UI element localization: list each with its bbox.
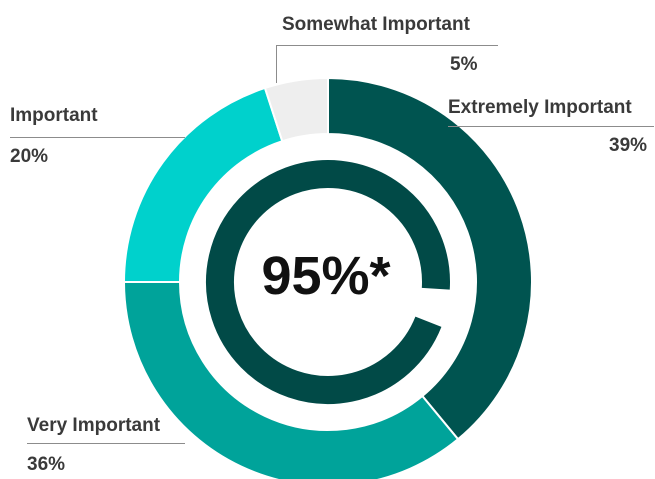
donut-slice-very-important: [122, 281, 460, 479]
value-very-important: 36%: [27, 454, 66, 475]
label-very-important: Very Important: [27, 415, 161, 436]
label-somewhat-important: Somewhat Important: [282, 14, 470, 35]
donut-slice-somewhat-important: [263, 76, 329, 143]
value-somewhat-important: 5%: [450, 54, 478, 75]
center-value: 95%*: [261, 246, 391, 306]
leader-somewhat-important-vertical: [276, 45, 277, 83]
label-important: Important: [10, 105, 98, 126]
donut-slice-extremely-important: [327, 76, 533, 441]
leader-extremely-important: [448, 126, 654, 127]
value-important: 20%: [10, 146, 49, 167]
label-extremely-important: Extremely Important: [448, 97, 632, 118]
value-extremely-important: 39%: [609, 135, 648, 156]
inner-progress-ring: [206, 160, 450, 404]
leader-important: [10, 137, 185, 138]
leader-somewhat-important: [276, 45, 498, 46]
leader-very-important: [27, 443, 185, 444]
